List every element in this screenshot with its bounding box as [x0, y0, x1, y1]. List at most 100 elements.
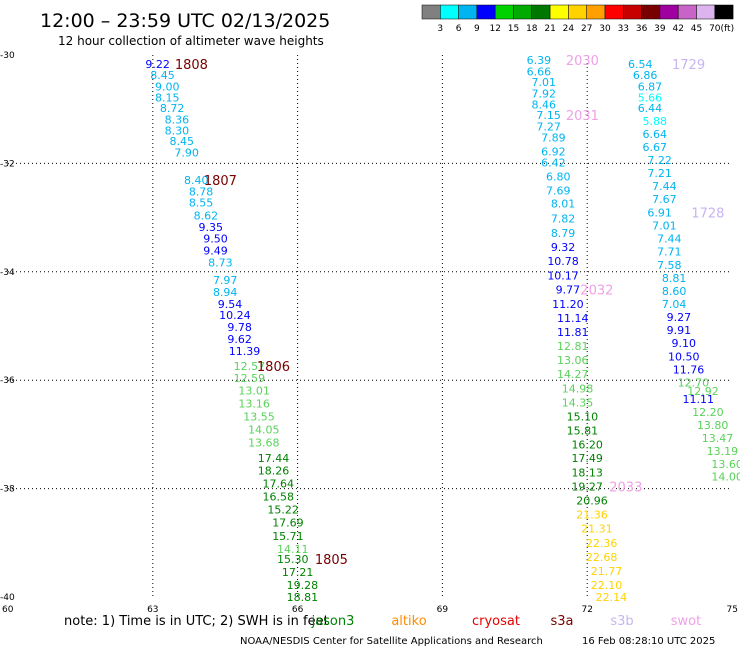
mission-label: s3b	[610, 614, 633, 629]
wave-height-value: 6.39	[527, 54, 552, 67]
wave-height-value: 11.20	[552, 298, 584, 311]
wave-height-value: 11.14	[557, 312, 589, 325]
x-tick-label: 72	[581, 605, 592, 615]
wave-height-value: 7.21	[647, 167, 672, 180]
legend-label: 21	[544, 24, 555, 34]
wave-height-value: 8.30	[165, 124, 190, 137]
wave-height-value: 9.78	[227, 321, 252, 334]
wave-height-value: 19.28	[287, 579, 319, 592]
x-tick-label: 63	[147, 605, 158, 615]
mission-label: cryosat	[472, 614, 520, 629]
wave-height-value: 9.32	[551, 241, 576, 254]
wave-height-value: 15.81	[567, 425, 599, 438]
pass-time-labels: 1808 1807 1806 1805 2030 2031 2032 2033 1729 1728	[175, 54, 725, 568]
wave-height-value: 11.11	[682, 393, 714, 406]
wave-height-value: 8.73	[208, 257, 233, 270]
wave-height-value: 14.27	[557, 368, 589, 381]
wave-height-value: 6.91	[647, 207, 672, 220]
legend-swatch	[531, 4, 551, 20]
y-tick-label: -36	[0, 376, 15, 386]
legend-swatch	[476, 4, 496, 20]
wave-height-value: 14.00	[711, 471, 740, 484]
legend-swatch	[494, 4, 514, 20]
x-tick-label: 60	[2, 605, 14, 615]
wave-height-points: 9.228.459.008.158.728.368.308.457.908.40…	[145, 54, 740, 604]
wave-height-value: 13.01	[238, 384, 270, 397]
legend-label: 24	[563, 24, 575, 34]
wave-height-value: 14.05	[248, 424, 280, 437]
y-tick-label: -38	[0, 485, 15, 495]
legend-label: 36	[636, 24, 648, 34]
wave-height-value: 22.36	[586, 537, 618, 550]
color-legend: 3 6 9 12 15 18 21 24 27 30 33 36 39 42 45 70 (ft)	[421, 4, 735, 34]
pass-time-label: 1729	[672, 58, 705, 73]
wave-height-value: 16.20	[571, 439, 603, 452]
legend-swatch	[421, 4, 441, 20]
pass-time-label: 2030	[566, 54, 599, 69]
y-tick-label: -34	[0, 268, 15, 278]
wave-height-value: 9.35	[198, 221, 223, 234]
wave-height-value: 19.27	[571, 480, 603, 493]
wave-height-value: 17.69	[272, 517, 304, 530]
wave-height-value: 8.81	[662, 272, 687, 285]
wave-height-value: 15.22	[267, 504, 299, 517]
pass-time-label: 1808	[175, 58, 208, 73]
legend-label: 12	[489, 24, 500, 34]
chart-title: 12:00 – 23:59 UTC 02/13/2025	[40, 10, 330, 32]
footer-credit: NOAA/NESDIS Center for Satellite Applica…	[240, 636, 543, 647]
wave-height-value: 8.94	[213, 286, 238, 299]
wave-height-value: 9.22	[145, 58, 170, 71]
wave-height-value: 10.24	[219, 309, 251, 322]
wave-height-value: 13.16	[238, 398, 270, 411]
mission-label: altiko	[391, 614, 426, 629]
y-tick-label: -32	[0, 159, 15, 169]
x-tick-label: 75	[727, 605, 738, 615]
wave-height-value: 9.77	[556, 284, 581, 297]
pass-time-label: 2033	[609, 480, 642, 495]
y-tick-label: -30	[0, 51, 15, 61]
wave-height-value: 5.66	[638, 91, 663, 104]
wave-height-value: 21.77	[591, 565, 623, 578]
wave-height-value: 14.35	[562, 396, 594, 409]
grid-lines	[8, 55, 732, 597]
legend-unit: (ft)	[721, 24, 735, 34]
pass-time-label: 2031	[566, 109, 599, 124]
wave-height-value: 8.60	[662, 285, 687, 298]
legend-label: 3	[437, 24, 443, 34]
wave-height-value: 10.78	[547, 255, 579, 268]
wave-height-value: 17.44	[258, 452, 290, 465]
wave-height-value: 9.62	[227, 333, 252, 346]
wave-height-value: 6.54	[628, 58, 653, 71]
wave-height-value: 7.27	[536, 121, 561, 134]
wave-height-value: 12.20	[692, 406, 724, 419]
wave-height-value: 14.98	[562, 382, 594, 395]
legend-swatch	[586, 4, 606, 20]
wave-height-value: 12.81	[557, 340, 589, 353]
wave-height-value: 8.55	[189, 196, 214, 209]
wave-height-value: 11.39	[229, 345, 261, 358]
legend-swatch	[440, 4, 459, 20]
wave-height-value: 6.80	[546, 170, 571, 183]
wave-height-value: 7.44	[657, 233, 682, 246]
wave-height-value: 11.76	[673, 363, 705, 376]
legend-label: 39	[654, 24, 666, 34]
wave-height-value: 17.49	[571, 452, 603, 465]
wave-height-value: 6.86	[633, 69, 658, 82]
y-tick-label: -40	[0, 593, 15, 603]
wave-height-value: 8.45	[150, 69, 175, 82]
wave-height-value: 22.68	[586, 551, 618, 564]
wave-height-value: 6.64	[643, 128, 668, 141]
legend-swatch	[714, 4, 734, 20]
wave-height-value: 18.13	[571, 466, 603, 479]
wave-height-value: 8.01	[551, 198, 576, 211]
wave-height-value: 12.70	[678, 376, 710, 389]
pass-time-label: 2032	[580, 284, 613, 299]
legend-label: 18	[526, 24, 538, 34]
legend-swatch	[623, 4, 642, 20]
wave-height-value: 15.30	[277, 553, 309, 566]
wave-height-value: 9.27	[667, 311, 692, 324]
wave-height-value: 10.17	[547, 270, 579, 283]
wave-height-value: 9.10	[671, 337, 696, 350]
wave-height-value: 7.01	[652, 220, 677, 233]
wave-height-value: 17.64	[263, 478, 295, 491]
